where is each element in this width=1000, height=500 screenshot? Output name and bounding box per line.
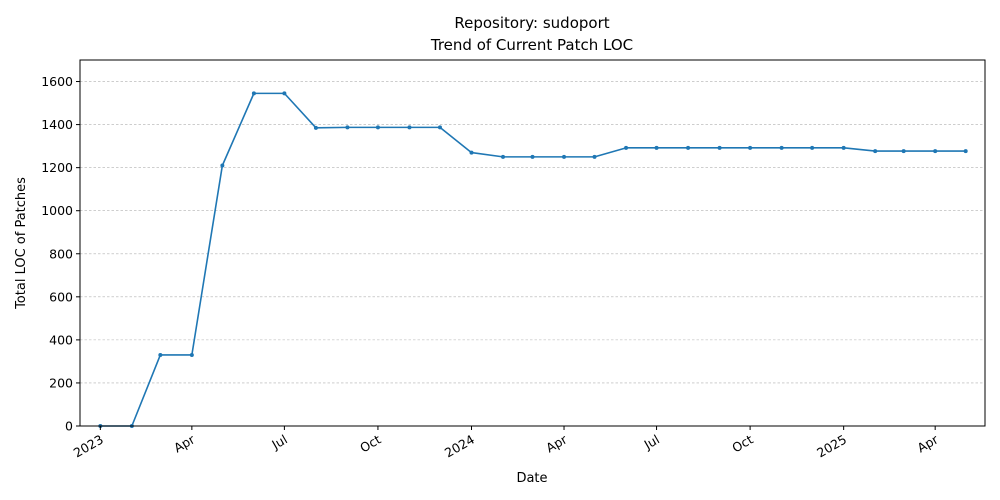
- x-tick-label: 2024: [442, 432, 477, 461]
- data-point: [686, 145, 691, 150]
- data-point: [189, 352, 194, 357]
- data-point: [469, 150, 474, 155]
- data-point: [654, 145, 659, 150]
- data-point: [530, 154, 535, 159]
- y-tick-label: 0: [65, 419, 73, 434]
- data-point: [407, 125, 412, 130]
- data-point: [624, 145, 629, 150]
- y-tick-label: 800: [49, 246, 73, 261]
- x-tick-label: Apr: [543, 431, 570, 455]
- data-point: [375, 125, 380, 130]
- y-axis-ticks: 0 200 400 600 800 1000 1200 1400 1600: [41, 74, 80, 434]
- x-tick-label: Oct: [357, 432, 383, 456]
- chart-title-line-1: Repository: sudoport: [454, 14, 609, 32]
- data-point: [158, 352, 163, 357]
- gridlines: [80, 81, 985, 427]
- x-tick-label: Apr: [914, 431, 941, 455]
- y-tick-label: 1400: [41, 117, 73, 132]
- data-point: [841, 145, 846, 150]
- y-tick-label: 1000: [41, 203, 73, 218]
- y-tick-label: 600: [49, 289, 73, 304]
- data-point: [562, 154, 567, 159]
- data-point: [810, 145, 815, 150]
- data-point: [345, 125, 350, 130]
- y-tick-label: 400: [49, 332, 73, 347]
- x-tick-label: Oct: [729, 432, 755, 456]
- data-point: [592, 154, 597, 159]
- data-point: [901, 149, 906, 154]
- x-tick-label: 2023: [71, 432, 106, 461]
- data-point: [933, 149, 938, 154]
- x-tick-label: Jul: [268, 432, 289, 453]
- data-point: [748, 145, 753, 150]
- data-point: [220, 163, 225, 168]
- data-point: [779, 145, 784, 150]
- x-tick-label: 2025: [814, 432, 849, 461]
- data-point: [437, 125, 442, 130]
- x-tick-label: Jul: [641, 432, 662, 453]
- data-point: [873, 149, 878, 154]
- data-point: [313, 125, 318, 130]
- data-point: [963, 149, 968, 154]
- data-point: [282, 91, 287, 96]
- series-line: [100, 92, 966, 427]
- y-axis-label: Total LOC of Patches: [14, 177, 29, 310]
- y-tick-label: 1600: [41, 74, 73, 89]
- y-tick-label: 1200: [41, 160, 73, 175]
- x-tick-label: Apr: [171, 431, 198, 455]
- data-point: [717, 145, 722, 150]
- x-axis-label: Date: [516, 471, 547, 486]
- series-line-group: [98, 91, 968, 428]
- x-axis-ticks: 2023 Apr Jul Oct 2024 Apr Jul Oct 2025 Apr: [71, 426, 941, 461]
- plot-area-frame: [79, 59, 986, 427]
- data-point: [251, 91, 256, 96]
- data-point: [501, 154, 506, 159]
- y-tick-label: 200: [49, 375, 73, 390]
- chart-title-line-2: Trend of Current Patch LOC: [430, 36, 633, 54]
